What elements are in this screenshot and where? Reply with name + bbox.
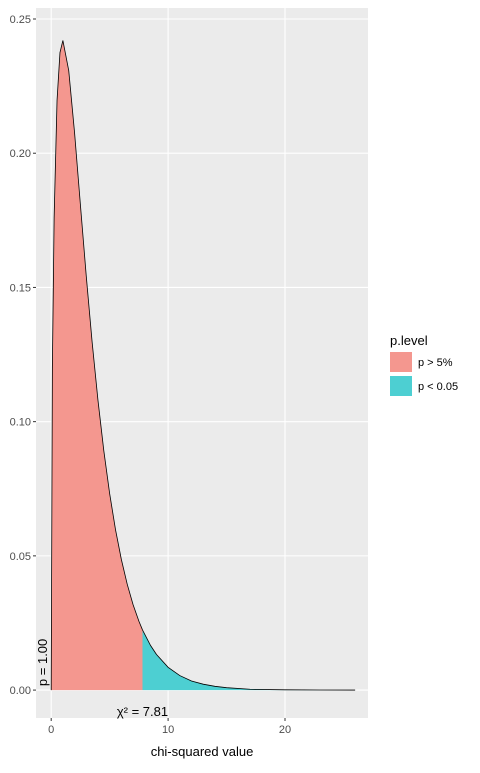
legend-title: p.level <box>390 333 428 348</box>
plot-area <box>50 40 356 691</box>
y-tick-label: 0.25 <box>10 14 31 26</box>
y-tick-label: 0.00 <box>10 685 31 697</box>
x-axis-label: chi-squared value <box>151 744 254 759</box>
x-tick-label: 20 <box>279 724 291 736</box>
legend-label: p > 5% <box>418 357 453 369</box>
x-tick-label: 0 <box>48 724 54 736</box>
curve <box>142 629 356 691</box>
annotation: p = 1.00 <box>35 639 50 686</box>
annotation: χ² = 7.81 <box>117 704 168 719</box>
legend-label: p < 0.05 <box>418 381 458 393</box>
curve <box>50 40 143 691</box>
y-tick-label: 0.05 <box>10 551 31 563</box>
y-tick-label: 0.10 <box>10 417 31 429</box>
legend-swatch <box>390 352 412 372</box>
y-tick-label: 0.15 <box>10 282 31 294</box>
area <box>51 40 143 691</box>
area <box>142 629 356 691</box>
x-tick-label: 10 <box>162 724 174 736</box>
y-tick-label: 0.20 <box>10 148 31 160</box>
legend-swatch <box>390 376 412 396</box>
